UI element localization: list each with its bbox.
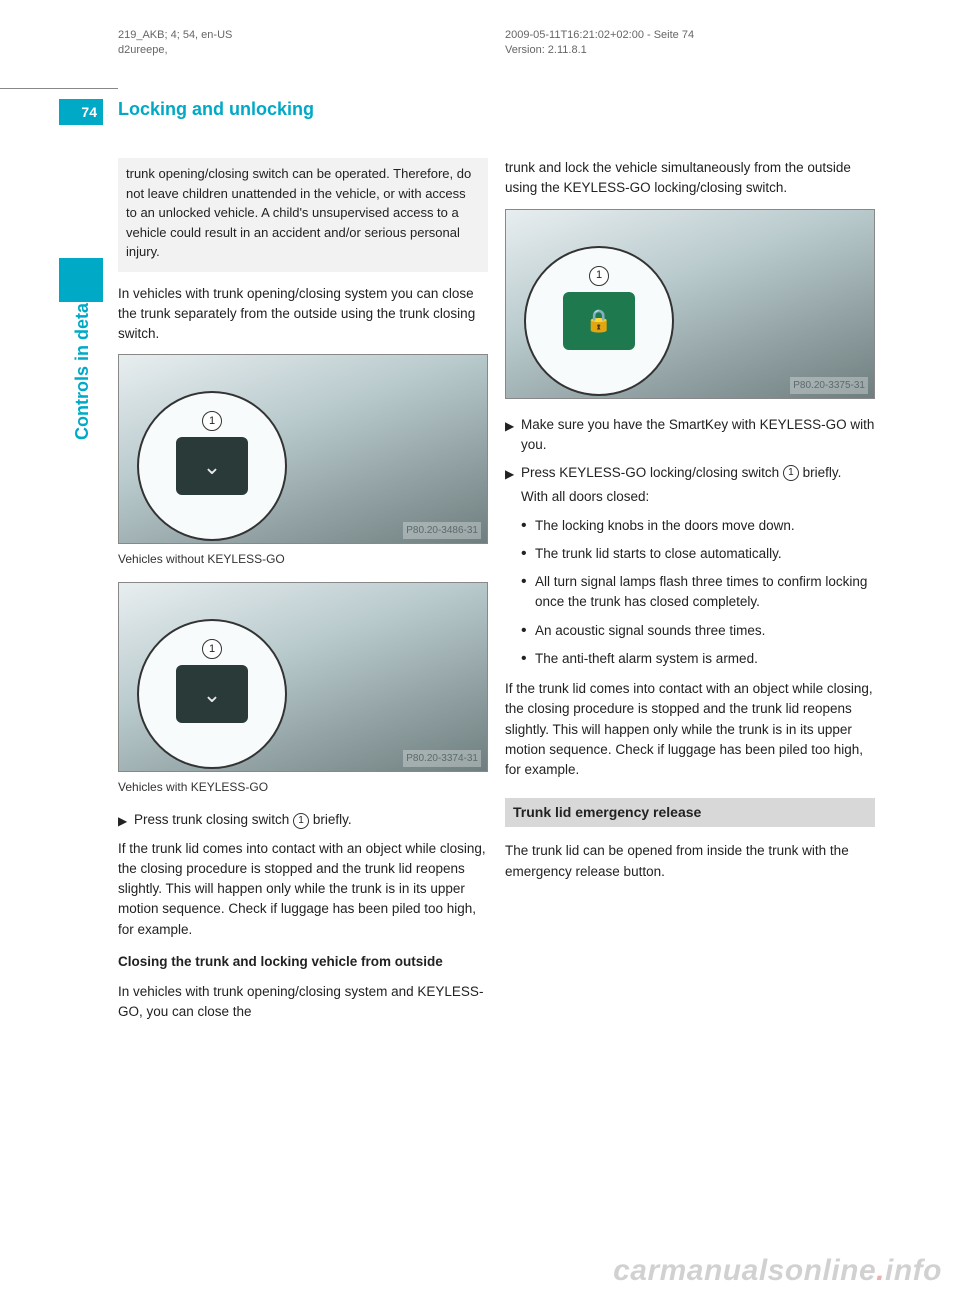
meta-right-line2: Version: 2.11.8.1: [505, 43, 694, 58]
callout-circle: 1 ⌄: [137, 619, 287, 769]
trunk-icon: ⌄: [203, 678, 221, 711]
figure-caption-2: Vehicles with KEYLESS-GO: [118, 778, 488, 796]
step-text-pre: Press trunk closing switch: [134, 812, 293, 827]
trunk-icon: ⌄: [203, 450, 221, 483]
step-text: Make sure you have the SmartKey with KEY…: [521, 415, 875, 456]
figure-tag: P80.20-3486-31: [403, 522, 481, 539]
header-meta-left: 219_AKB; 4; 54, en-US d2ureepe,: [118, 28, 232, 59]
step-arrow-icon: ▶: [505, 415, 521, 456]
list-item: An acoustic signal sounds three times.: [521, 621, 875, 641]
watermark-dot: .: [876, 1254, 885, 1287]
watermark-text-post: info: [885, 1254, 942, 1287]
left-p1: In vehicles with trunk opening/closing s…: [118, 284, 488, 345]
trunk-close-button-icon: 1 ⌄: [176, 665, 248, 723]
header-meta-right: 2009-05-11T16:21:02+02:00 - Seite 74 Ver…: [505, 28, 694, 59]
figure-with-keyless: 1 ⌄ P80.20-3374-31: [118, 582, 488, 772]
step-text: Press trunk closing switch 1 briefly.: [134, 810, 488, 830]
instruction-step: ▶ Make sure you have the SmartKey with K…: [505, 415, 875, 456]
list-item: The locking knobs in the doors move down…: [521, 516, 875, 536]
callout-circle: 1 🔒: [524, 246, 674, 396]
reference-number-1: 1: [293, 813, 309, 829]
step-text-post: briefly.: [309, 812, 352, 827]
page-number: 74: [59, 99, 103, 125]
divider-top: [0, 88, 118, 89]
left-p2: If the trunk lid comes into contact with…: [118, 839, 488, 940]
meta-left-line2: d2ureepe,: [118, 43, 232, 58]
left-p3: In vehicles with trunk opening/closing s…: [118, 982, 488, 1023]
watermark-text-pre: carmanualsonline: [613, 1254, 876, 1287]
step-arrow-icon: ▶: [118, 810, 134, 830]
callout-number-1: 1: [589, 266, 609, 286]
left-heading: Closing the trunk and locking vehicle fr…: [118, 952, 488, 972]
meta-right-line1: 2009-05-11T16:21:02+02:00 - Seite 74: [505, 28, 694, 43]
callout-number-1: 1: [202, 639, 222, 659]
left-column: trunk opening/closing switch can be oper…: [118, 158, 488, 1033]
step-text: Press KEYLESS-GO locking/closing switch …: [521, 463, 875, 508]
step-text-pre: Press KEYLESS-GO locking/closing switch: [521, 465, 783, 480]
keyless-lock-button-icon: 1 🔒: [563, 292, 635, 350]
step-arrow-icon: ▶: [505, 463, 521, 508]
list-item: The anti-theft alarm system is armed.: [521, 649, 875, 669]
meta-left-line1: 219_AKB; 4; 54, en-US: [118, 28, 232, 43]
callout-circle: 1 ⌄: [137, 391, 287, 541]
right-p3: The trunk lid can be opened from inside …: [505, 841, 875, 882]
right-column: trunk and lock the vehicle simultaneousl…: [505, 158, 875, 892]
watermark: carmanualsonline.info: [613, 1254, 942, 1288]
right-p2: If the trunk lid comes into contact with…: [505, 679, 875, 780]
warning-box: trunk opening/closing switch can be oper…: [118, 158, 488, 272]
callout-number-1: 1: [202, 411, 222, 431]
right-p1: trunk and lock the vehicle simultaneousl…: [505, 158, 875, 199]
step-subtext: With all doors closed:: [521, 487, 875, 507]
instruction-step: ▶ Press KEYLESS-GO locking/closing switc…: [505, 463, 875, 508]
figure-tag: P80.20-3375-31: [790, 377, 868, 394]
list-item: All turn signal lamps flash three times …: [521, 572, 875, 613]
lock-icon: 🔒: [585, 304, 612, 337]
spacer: [505, 405, 875, 415]
figure-tag: P80.20-3374-31: [403, 750, 481, 767]
step-text-post: briefly.: [799, 465, 842, 480]
section-heading: Trunk lid emergency release: [505, 798, 875, 827]
bullet-list: The locking knobs in the doors move down…: [521, 516, 875, 670]
list-item: The trunk lid starts to close automatica…: [521, 544, 875, 564]
trunk-close-button-icon: 1 ⌄: [176, 437, 248, 495]
instruction-step: ▶ Press trunk closing switch 1 briefly.: [118, 810, 488, 830]
page-title: Locking and unlocking: [118, 99, 314, 120]
figure-keyless-lock: 1 🔒 P80.20-3375-31: [505, 209, 875, 399]
figure-caption-1: Vehicles without KEYLESS-GO: [118, 550, 488, 568]
figure-without-keyless: 1 ⌄ P80.20-3486-31: [118, 354, 488, 544]
side-label: Controls in detail: [72, 293, 93, 440]
reference-number-1: 1: [783, 465, 799, 481]
